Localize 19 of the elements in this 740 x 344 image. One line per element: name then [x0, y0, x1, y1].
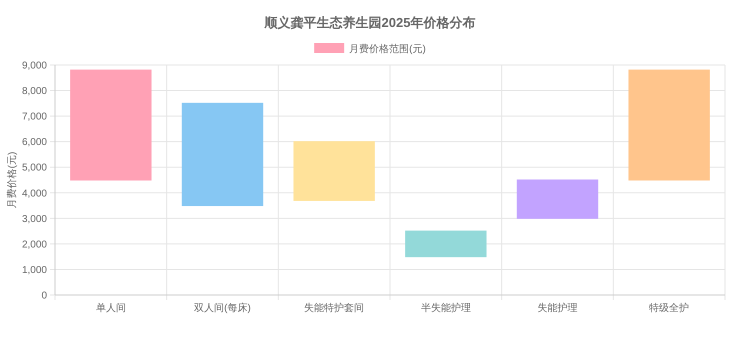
- y-tick-label: 2,000: [22, 239, 48, 250]
- y-tick-label: 6,000: [22, 137, 48, 148]
- y-axis-title: 月费价格(元): [6, 152, 18, 208]
- y-tick-label: 8,000: [22, 86, 48, 98]
- x-tick-label: 单人间: [96, 302, 126, 314]
- y-tick-label: 1,000: [22, 264, 48, 276]
- x-tick-label: 失能护理: [538, 302, 578, 314]
- x-tick-label: 双人间(每床): [194, 302, 251, 314]
- x-tick-label: 半失能护理: [420, 302, 471, 314]
- y-tick-label: 9,000: [22, 60, 48, 72]
- y-tick-label: 7,000: [22, 112, 48, 123]
- y-tick-label: 3,000: [22, 214, 48, 225]
- y-tick-label: 0: [41, 290, 48, 302]
- legend-label: 月费价格范围(元): [349, 43, 426, 55]
- x-tick-label: 失能特护套间: [304, 302, 364, 314]
- y-tick-label: 4,000: [22, 188, 48, 200]
- x-tick-label: 特级全护: [649, 302, 690, 314]
- chart-title: 顺义龚平生态养生园2025年价格分布: [264, 15, 476, 30]
- y-tick-label: 5,000: [22, 162, 48, 174]
